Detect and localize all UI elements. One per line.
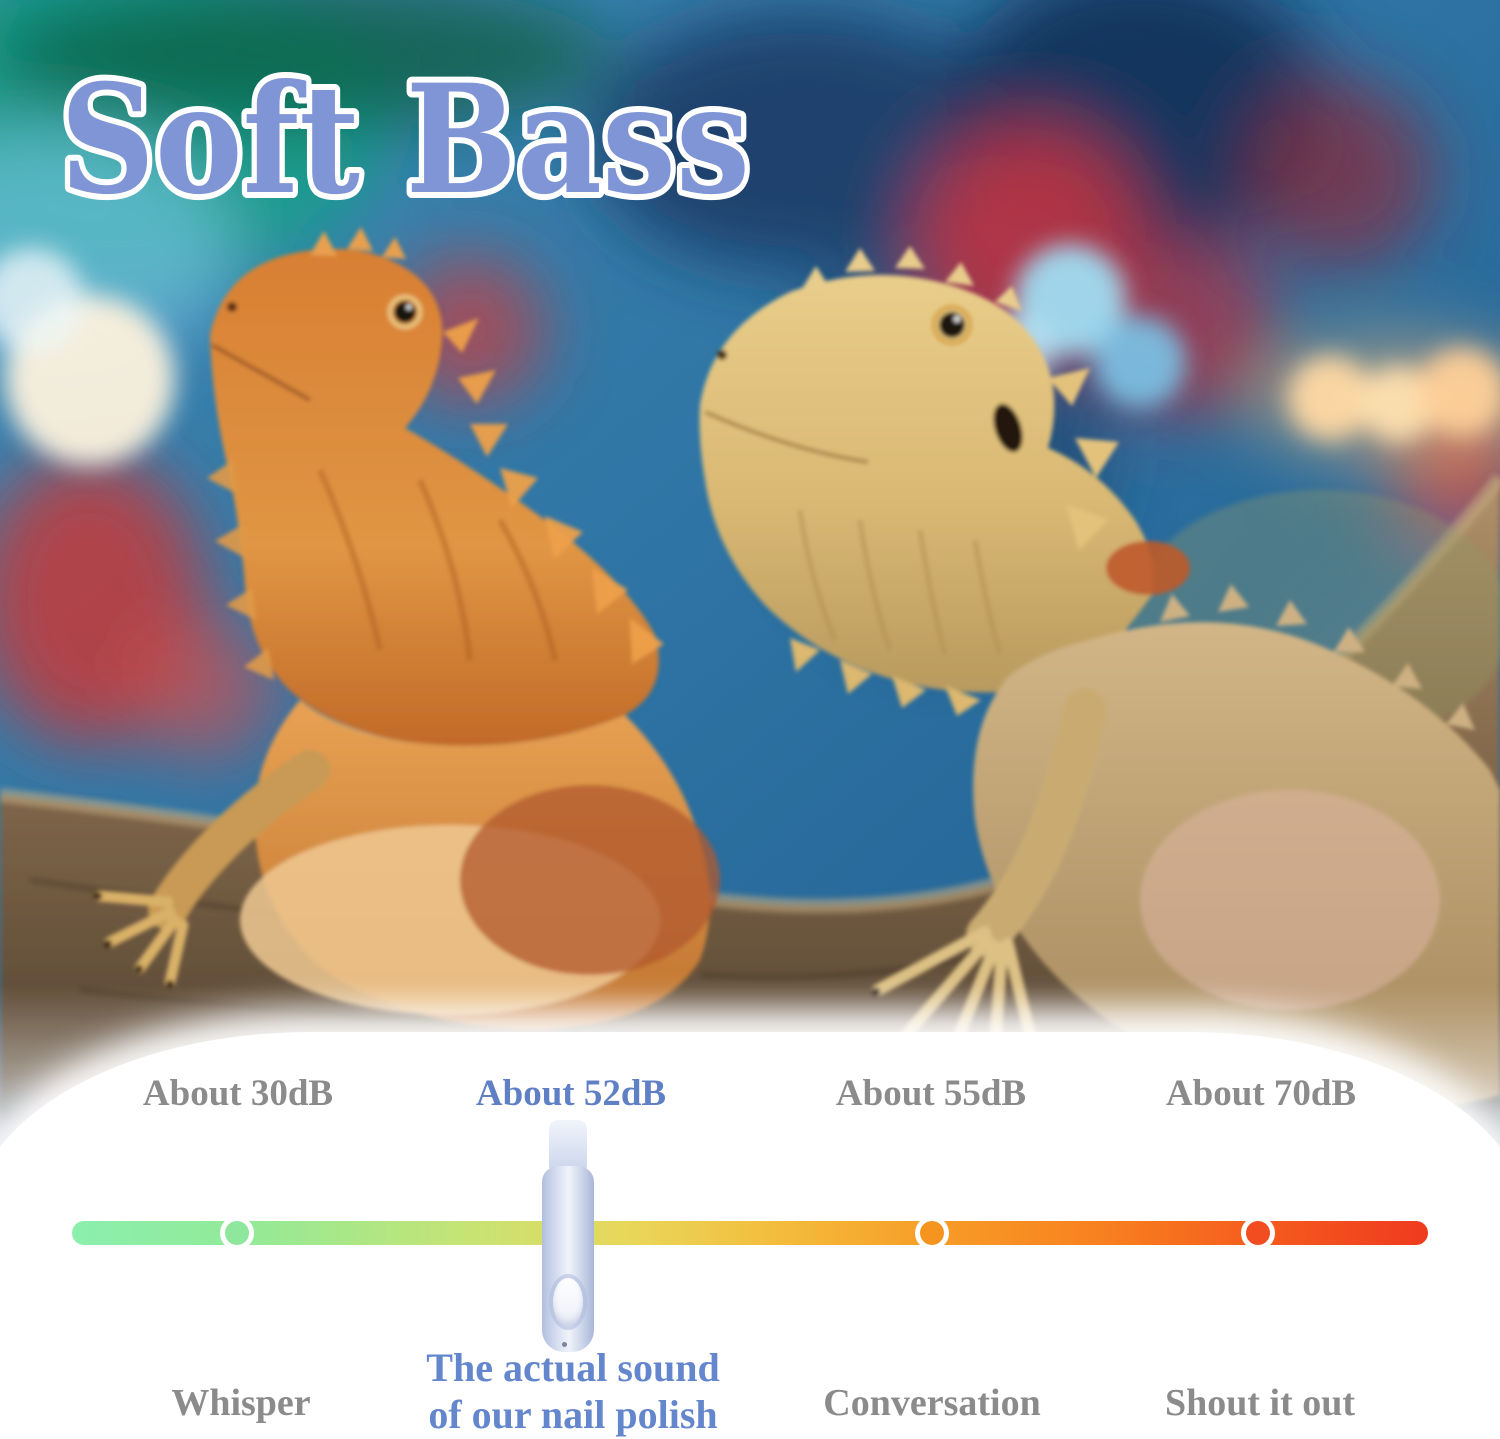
bearded-dragon-left xyxy=(94,227,720,1030)
label-product-sound: The actual sound of our nail polish xyxy=(426,1344,719,1438)
label-conversation: Conversation xyxy=(823,1382,1041,1424)
label-product-sound-line1: The actual sound xyxy=(426,1345,720,1390)
nail-grinder-led-hole xyxy=(562,1342,567,1347)
marker-dot-30db xyxy=(220,1216,254,1250)
label-whisper: Whisper xyxy=(171,1382,311,1424)
db-label-70: About 70dB xyxy=(1165,1073,1357,1114)
nail-grinder-cap xyxy=(549,1120,587,1170)
db-label-52: About 52dB xyxy=(475,1073,667,1114)
db-label-30: About 30dB xyxy=(142,1073,334,1114)
label-product-sound-line2: of our nail polish xyxy=(428,1392,718,1437)
marker-dot-70db xyxy=(1241,1216,1275,1250)
title-text: Soft Bass xyxy=(60,52,750,228)
label-shout-it-out: Shout it out xyxy=(1164,1382,1356,1424)
decibel-gradient-bar xyxy=(72,1221,1428,1245)
marker-dot-55db xyxy=(915,1216,949,1250)
nail-grinder-power-button xyxy=(553,1278,583,1326)
db-label-55: About 55dB xyxy=(835,1073,1027,1114)
title: Soft Bass xyxy=(54,46,756,234)
nail-grinder-product-image xyxy=(542,1120,594,1352)
